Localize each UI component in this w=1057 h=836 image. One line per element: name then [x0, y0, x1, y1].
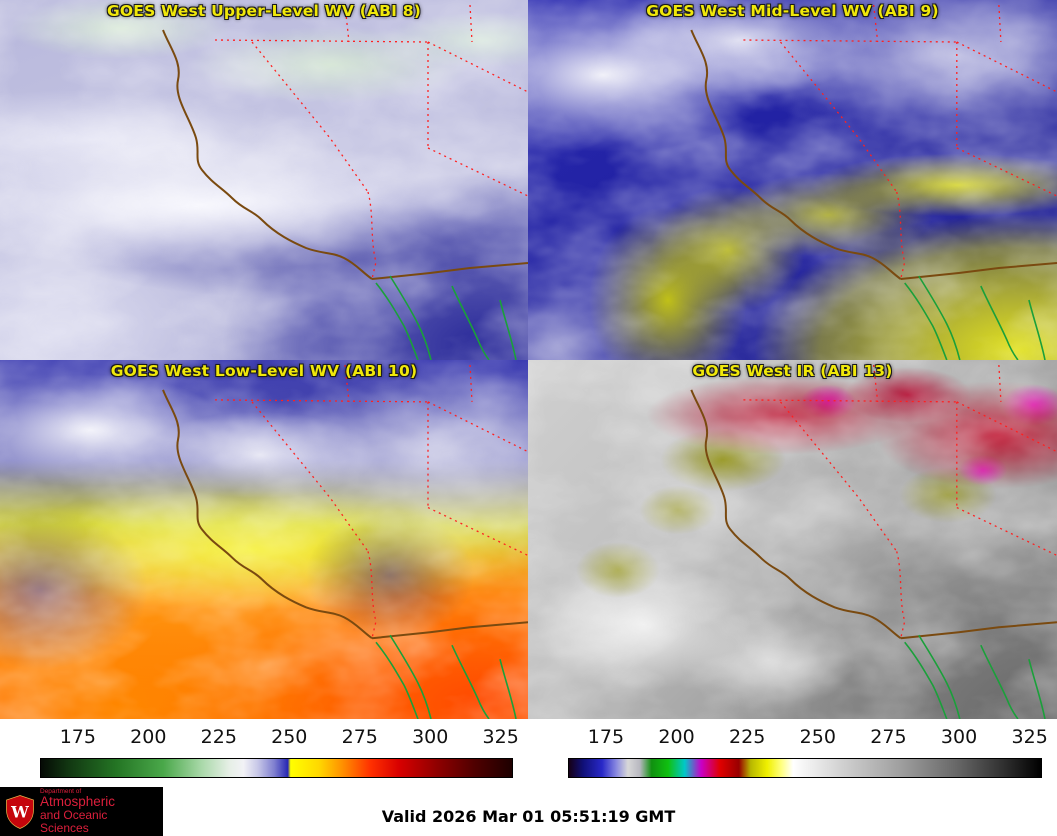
map-boundary-lines: [0, 360, 528, 719]
panel-title-ir: GOES West IR (ABI 13): [692, 362, 893, 380]
ir-colorbar-group: 175 200 225 250 275 300 325: [528, 719, 1057, 783]
wv-colorbar-ticks: 175 200 225 250 275 300 325: [40, 726, 519, 752]
wv-colorbar-group: 175 200 225 250 275 300 325: [0, 719, 528, 783]
tick-label: 325: [482, 726, 519, 748]
footer: W Department of Atmospheric and Oceanic …: [0, 783, 1057, 836]
map-boundary-lines: [528, 0, 1057, 360]
logo-text: Department of Atmospheric and Oceanic Sc…: [40, 788, 158, 836]
tick-label: 325: [1011, 726, 1048, 748]
colorbar-section: 175 200 225 250 275 300 325 175 200 225 …: [0, 719, 1057, 783]
valid-time-label: Valid 2026 Mar 01 05:51:19 GMT: [381, 807, 676, 826]
logo-department-line: Department of: [40, 787, 82, 795]
crest-monogram: W: [10, 802, 29, 821]
panel-upper-level-wv: GOES West Upper-Level WV (ABI 8): [0, 0, 528, 360]
logo-atmospheric-line: Atmospheric: [40, 793, 116, 809]
tick-label: 175: [587, 726, 625, 748]
tick-label: 225: [200, 726, 237, 748]
panel-title-mid-level-wv: GOES West Mid-Level WV (ABI 9): [646, 2, 939, 20]
tick-label: 225: [729, 726, 766, 748]
panel-mid-level-wv: GOES West Mid-Level WV (ABI 9): [528, 0, 1057, 360]
map-overlay: [528, 360, 1057, 719]
map-boundary-lines: [528, 360, 1057, 719]
panel-title-low-level-wv: GOES West Low-Level WV (ABI 10): [110, 362, 418, 380]
uw-crest-icon: W: [6, 794, 34, 829]
tick-label: 200: [130, 726, 167, 748]
panel-ir: GOES West IR (ABI 13): [528, 360, 1057, 719]
uw-aos-logo: W Department of Atmospheric and Oceanic …: [0, 787, 163, 836]
tick-label: 250: [799, 726, 836, 748]
tick-label: 275: [870, 726, 907, 748]
tick-label: 300: [940, 726, 978, 748]
map-overlay: [0, 360, 528, 719]
map-overlay: [0, 0, 528, 360]
panel-low-level-wv: GOES West Low-Level WV (ABI 10): [0, 360, 528, 719]
tick-label: 300: [412, 726, 449, 748]
ir-colorbar: [568, 758, 1042, 778]
panel-title-upper-level-wv: GOES West Upper-Level WV (ABI 8): [106, 2, 422, 20]
logo-oceanic-line: and Oceanic Sciences: [40, 808, 108, 836]
map-boundary-lines: [0, 0, 528, 360]
tick-label: 250: [271, 726, 308, 748]
wv-colorbar: [40, 758, 513, 778]
tick-label: 175: [59, 726, 96, 748]
tick-label: 200: [658, 726, 695, 748]
satellite-panel-grid: GOES West Upper-Level WV (ABI 8) GOES We…: [0, 0, 1057, 719]
ir-colorbar-ticks: 175 200 225 250 275 300 325: [568, 726, 1048, 752]
map-overlay: [528, 0, 1057, 360]
tick-label: 275: [341, 726, 378, 748]
